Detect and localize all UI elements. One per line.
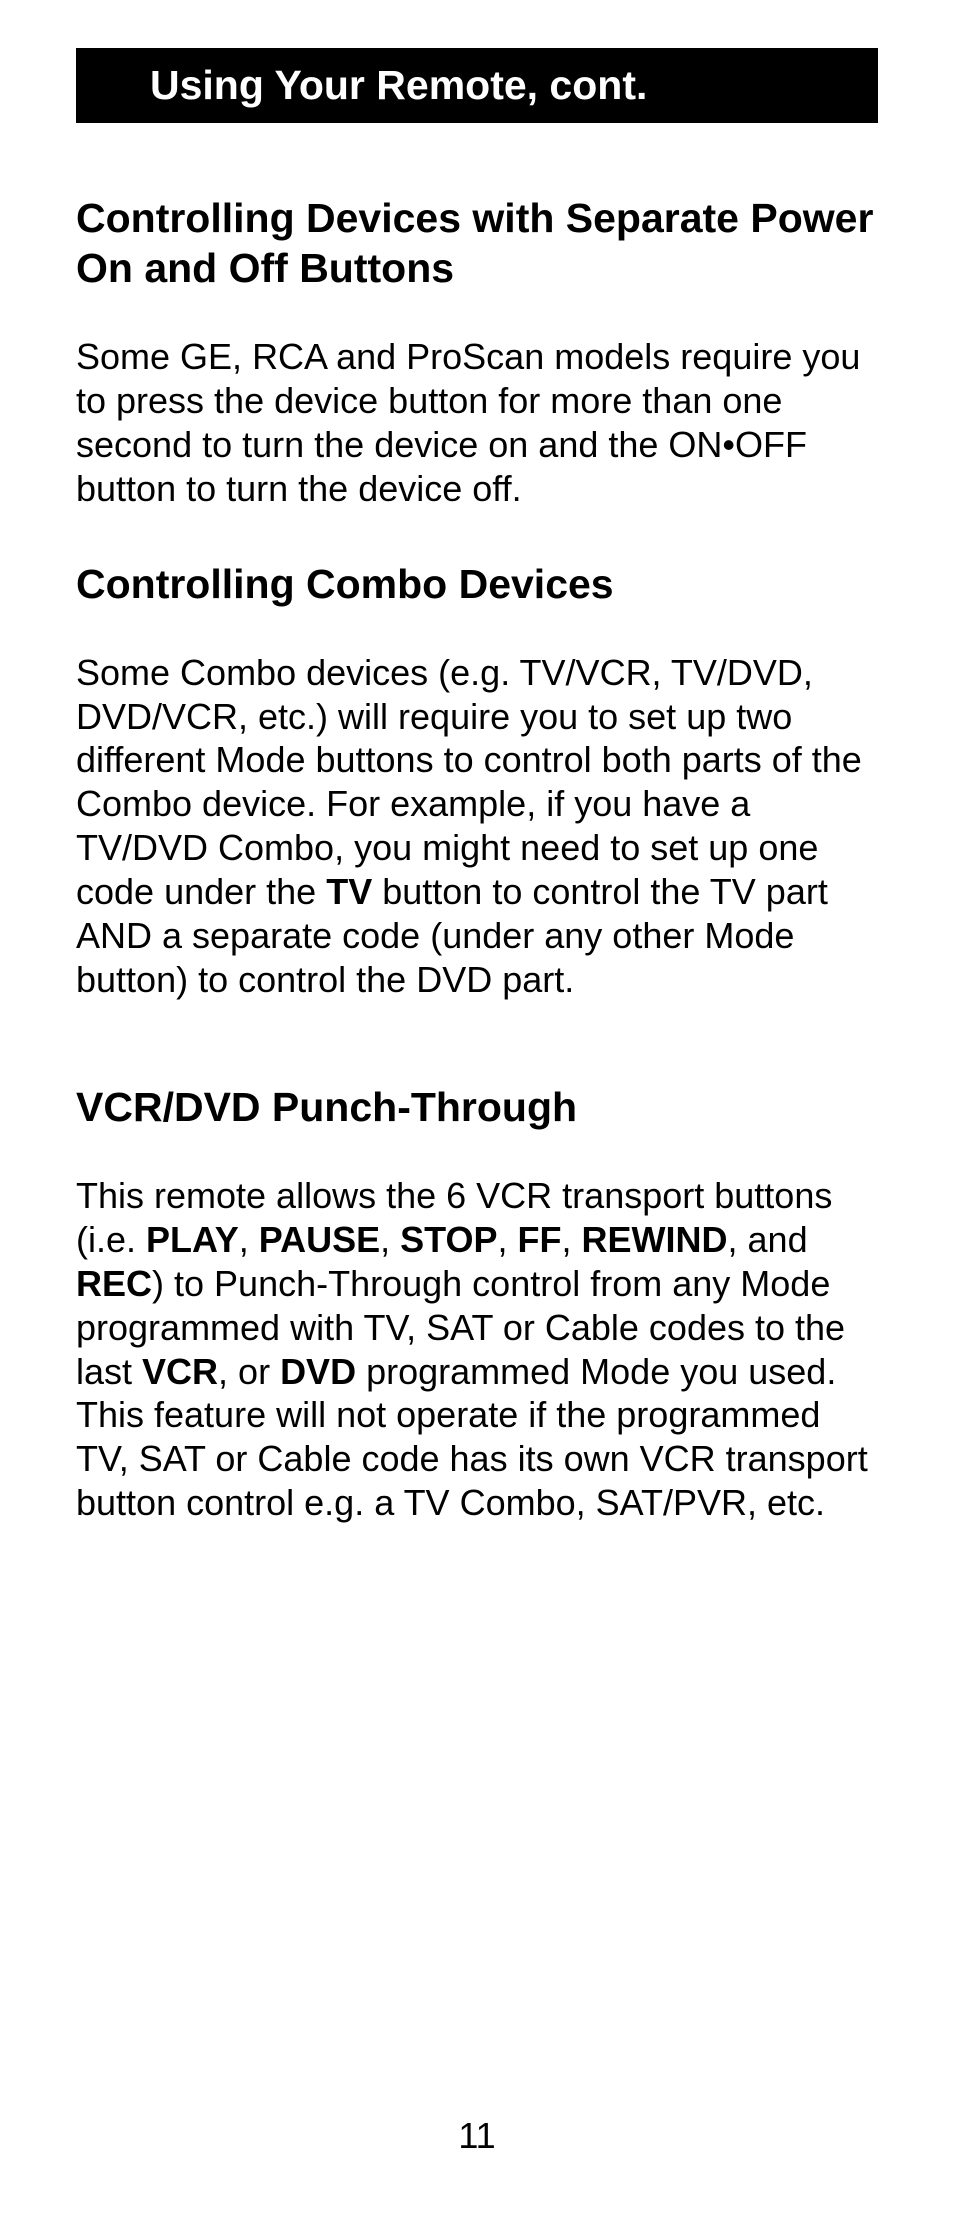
bold-text-run: PLAY — [146, 1219, 239, 1260]
section-body: Some GE, RCA and ProScan models require … — [76, 335, 878, 511]
text-run: , — [380, 1219, 400, 1260]
section-heading: Controlling Devices with Separate Power … — [76, 193, 878, 293]
section-body: Some Combo devices (e.g. TV/VCR, TV/DVD,… — [76, 651, 878, 1002]
bold-text-run: DVD — [280, 1351, 356, 1392]
text-run: , — [239, 1219, 259, 1260]
bold-text-run: REC — [76, 1263, 152, 1304]
bold-text-run: TV — [326, 871, 372, 912]
text-run: , — [562, 1219, 582, 1260]
document-page: Using Your Remote, cont. Controlling Dev… — [0, 0, 954, 1525]
text-run: , or — [218, 1351, 280, 1392]
banner-title: Using Your Remote, cont. — [150, 62, 647, 108]
text-run: , and — [728, 1219, 808, 1260]
bold-text-run: STOP — [400, 1219, 497, 1260]
text-run: , — [498, 1219, 518, 1260]
bold-text-run: REWIND — [582, 1219, 728, 1260]
bold-text-run: VCR — [142, 1351, 218, 1392]
page-banner: Using Your Remote, cont. — [76, 48, 878, 123]
section-heading: Controlling Combo Devices — [76, 559, 878, 609]
bold-text-run: PAUSE — [259, 1219, 380, 1260]
section-body: This remote allows the 6 VCR transport b… — [76, 1174, 878, 1525]
text-run: Some GE, RCA and ProScan models require … — [76, 336, 860, 509]
bold-text-run: FF — [518, 1219, 562, 1260]
section-heading: VCR/DVD Punch-Through — [76, 1082, 878, 1132]
page-number: 11 — [0, 2115, 954, 2157]
